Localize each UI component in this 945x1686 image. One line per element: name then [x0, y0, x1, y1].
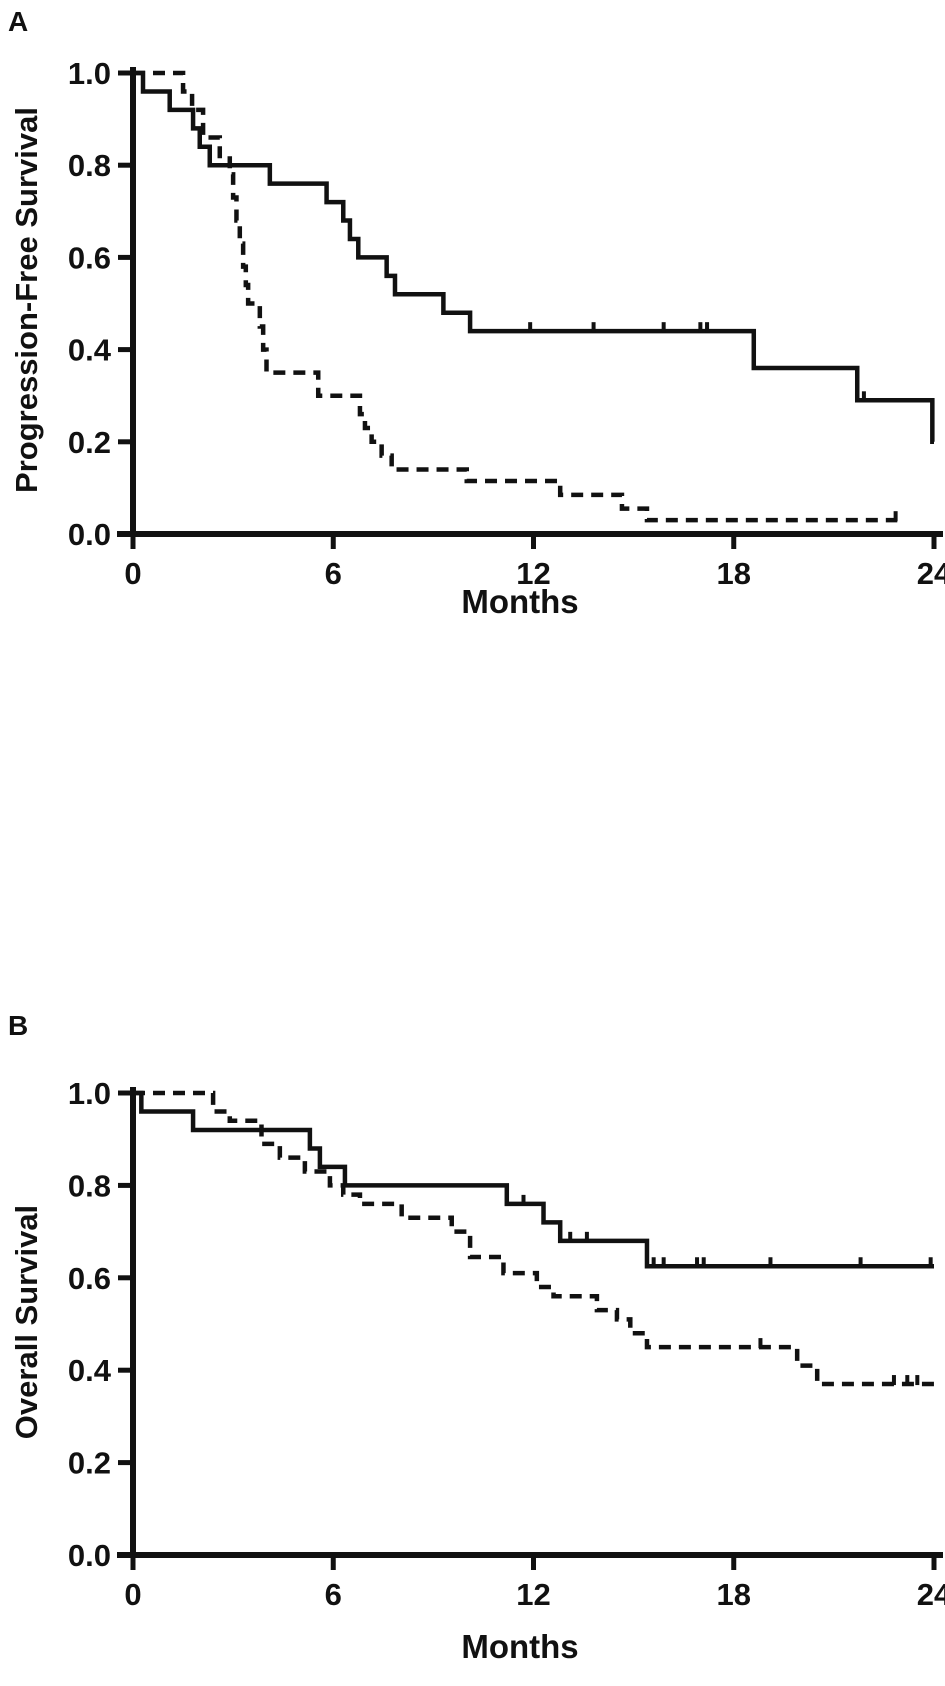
x-tick-label: 0 [124, 556, 141, 591]
y-tick-label: 1.0 [68, 1076, 111, 1111]
dashed-group-curve [133, 70, 898, 523]
y-tick-label: 1.0 [68, 56, 111, 91]
y-tick-label: 0.4 [68, 333, 112, 368]
panel-a: 0.0 0.2 0.4 0.6 0.8 1.0 0 6 12 18 24 [68, 56, 945, 591]
y-tick-label: 0.4 [68, 1353, 112, 1388]
x-tick-label: 24 [917, 1577, 945, 1612]
x-tick-label: 12 [516, 556, 550, 591]
y-tick-label: 0.0 [68, 1538, 111, 1573]
panel-a-x-axis-title: Months [461, 583, 579, 620]
solid-group-curve [133, 70, 935, 445]
y-tick-label: 0.8 [68, 148, 111, 183]
y-tick-label: 0.2 [68, 425, 111, 460]
x-tick-label: 18 [717, 1577, 751, 1612]
x-tick-label: 6 [325, 556, 342, 591]
panel-b-letter: B [8, 1010, 29, 1041]
solid-group-curve [133, 1090, 934, 1269]
y-tick-label: 0.6 [68, 240, 111, 275]
y-tick-label: 0.8 [68, 1168, 111, 1203]
y-tick-label: 0.0 [68, 517, 111, 552]
x-tick-label: 24 [917, 556, 945, 591]
panel-b-x-axis-title: Months [461, 1628, 579, 1665]
x-tick-label: 0 [124, 1577, 141, 1612]
panel-b: 0.0 0.2 0.4 0.6 0.8 1.0 0 6 12 18 24 [68, 1076, 945, 1612]
y-tick-label: 0.6 [68, 1261, 111, 1296]
dashed-group-curve [133, 1090, 934, 1387]
x-tick-label: 18 [717, 556, 751, 591]
panel-a-letter: A [8, 6, 29, 37]
x-tick-label: 6 [325, 1577, 342, 1612]
y-tick-label: 0.2 [68, 1446, 111, 1481]
x-tick-label: 12 [516, 1577, 550, 1612]
